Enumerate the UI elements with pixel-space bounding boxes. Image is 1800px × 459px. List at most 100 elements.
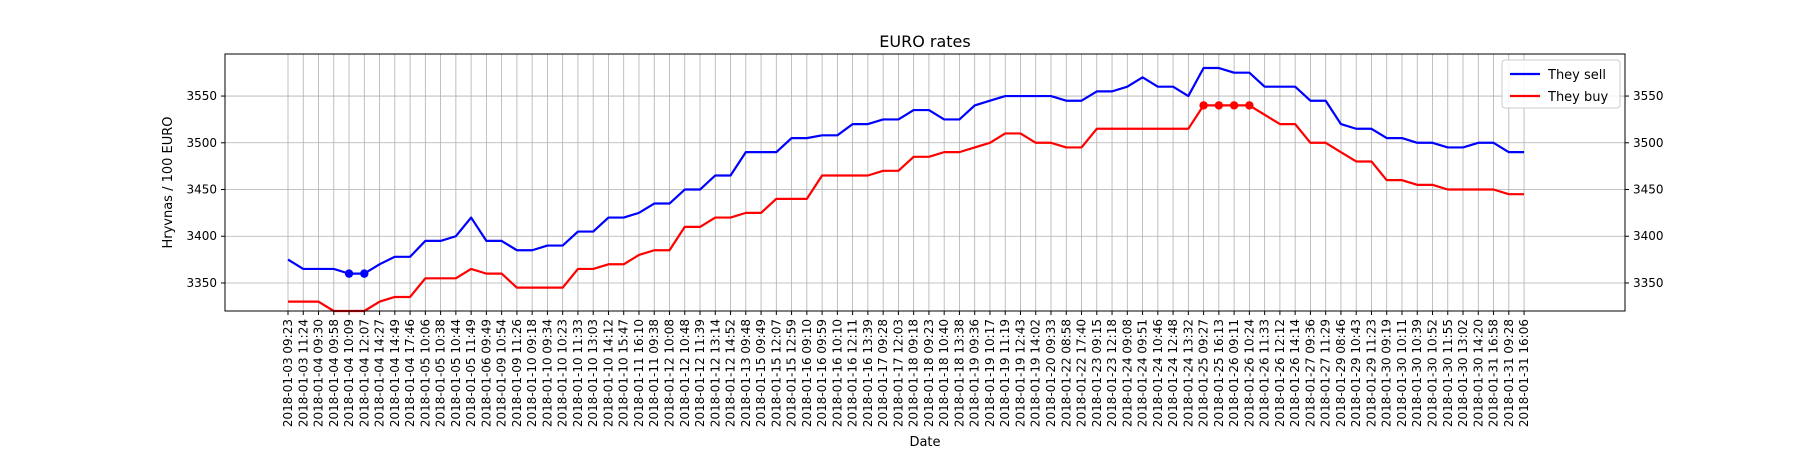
series-line-they-buy [288, 104, 1525, 313]
x-tick-label: 2018-01-30 14:20 [1471, 319, 1485, 427]
y-tick-label-left: 3400 [186, 229, 217, 243]
x-tick-label: 2018-01-09 11:26 [510, 319, 524, 427]
x-tick-label: 2018-01-15 12:07 [769, 319, 783, 427]
x-tick-label: 2018-01-03 11:24 [296, 319, 310, 427]
x-tick-label: 2018-01-30 13:02 [1456, 319, 1470, 427]
data-point-they-buy [1229, 101, 1239, 110]
x-tick-label: 2018-01-04 17:46 [403, 319, 417, 427]
x-tick-label: 2018-01-27 09:36 [1303, 319, 1317, 427]
x-tick-label: 2018-01-15 12:59 [785, 319, 799, 427]
x-tick-label: 2018-01-24 13:32 [1181, 319, 1195, 427]
x-tick-label: 2018-01-12 10:08 [663, 319, 677, 427]
x-tick-label: 2018-01-31 16:06 [1517, 319, 1531, 427]
x-tick-label: 2018-01-12 10:48 [678, 319, 692, 427]
x-tick-label: 2018-01-20 09:33 [1044, 319, 1058, 427]
x-tick-label: 2018-01-19 12:43 [1013, 319, 1027, 427]
x-tick-label: 2018-01-29 11:23 [1364, 319, 1378, 427]
x-tick-label: 2018-01-05 11:49 [464, 319, 478, 427]
x-tick-label: 2018-01-05 10:44 [449, 319, 463, 427]
x-tick-label: 2018-01-26 12:12 [1273, 319, 1287, 427]
x-tick-label: 2018-01-04 14:49 [388, 319, 402, 427]
x-tick-label: 2018-01-16 09:10 [800, 319, 814, 427]
y-tick-label-right: 3350 [1633, 276, 1664, 290]
x-tick-label: 2018-01-13 09:48 [739, 319, 753, 427]
x-tick-label: 2018-01-31 09:28 [1502, 319, 1516, 427]
x-axis-label: Date [909, 435, 940, 450]
x-tick-label: 2018-01-24 09:51 [1136, 319, 1150, 427]
x-tick-label: 2018-01-12 14:52 [724, 319, 738, 427]
series-line-they-sell [287, 66, 1525, 275]
x-tick-label: 2018-01-03 09:23 [281, 319, 295, 427]
x-tick-label: 2018-01-09 10:54 [495, 319, 509, 427]
x-tick-label: 2018-01-22 08:58 [1059, 319, 1073, 427]
x-tick-label: 2018-01-30 11:55 [1441, 319, 1455, 427]
y-tick-label-left: 3500 [186, 136, 217, 150]
x-tick-label: 2018-01-19 11:19 [998, 319, 1012, 427]
y-axis-label: Hryvnas / 100 EURO [161, 116, 176, 248]
y-tick-label-right: 3500 [1633, 136, 1664, 150]
y-axis-right-ticks: 3350 3400 3450 3500 3550 [1625, 89, 1664, 290]
x-tick-label: 2018-01-18 09:23 [922, 319, 936, 427]
data-point-they-sell [344, 269, 354, 278]
x-tick-label: 2018-01-17 09:28 [876, 319, 890, 427]
y-axis-left-ticks: 3350 3400 3450 3500 3550 [186, 89, 225, 290]
x-tick-label: 2018-01-30 09:19 [1380, 319, 1394, 427]
x-tick-label: 2018-01-31 16:58 [1487, 319, 1501, 427]
x-tick-label: 2018-01-26 09:11 [1227, 319, 1241, 427]
x-tick-label: 2018-01-18 10:40 [937, 319, 951, 427]
x-tick-label: 2018-01-04 10:09 [342, 319, 356, 427]
data-point-they-buy [1214, 101, 1224, 110]
x-tick-label: 2018-01-30 10:11 [1395, 319, 1409, 427]
x-tick-label: 2018-01-25 16:13 [1212, 319, 1226, 427]
legend-label-they-sell: They sell [1547, 68, 1606, 83]
x-axis-ticks: 2018-01-03 09:23 2018-01-03 11:24 2018-01-… [281, 311, 1531, 427]
x-tick-label: 2018-01-11 09:38 [647, 319, 661, 427]
x-tick-label: 2018-01-04 12:07 [357, 319, 371, 427]
x-tick-label: 2018-01-05 10:38 [434, 319, 448, 427]
x-tick-label: 2018-01-29 08:46 [1334, 319, 1348, 427]
x-tick-label: 2018-01-16 13:39 [861, 319, 875, 427]
x-tick-label: 2018-01-24 10:46 [1151, 319, 1165, 427]
y-tick-label-left: 3350 [186, 276, 217, 290]
x-tick-label: 2018-01-24 09:08 [1120, 319, 1134, 427]
data-point-they-buy [1245, 101, 1254, 110]
x-tick-label: 2018-01-27 11:29 [1319, 319, 1333, 427]
x-tick-label: 2018-01-16 10:10 [830, 319, 844, 427]
x-tick-label: 2018-01-16 12:11 [846, 319, 860, 427]
x-tick-label: 2018-01-25 09:27 [1197, 319, 1211, 427]
x-tick-label: 2018-01-04 14:27 [373, 319, 387, 427]
x-tick-label: 2018-01-29 10:43 [1349, 319, 1363, 427]
data-point-they-buy [1199, 101, 1208, 110]
x-tick-label: 2018-01-10 14:12 [601, 319, 615, 427]
x-tick-label: 2018-01-12 11:39 [693, 319, 707, 427]
x-tick-label: 2018-01-05 10:06 [418, 319, 432, 427]
series-markers [344, 101, 1254, 278]
series-lines [287, 66, 1525, 313]
x-tick-label: 2018-01-04 09:58 [327, 319, 341, 427]
x-tick-label: 2018-01-10 10:23 [556, 319, 570, 427]
x-tick-label: 2018-01-10 11:33 [571, 319, 585, 427]
x-tick-label: 2018-01-23 12:18 [1105, 319, 1119, 427]
x-tick-label: 2018-01-26 10:24 [1242, 319, 1256, 427]
x-tick-label: 2018-01-10 09:18 [525, 319, 539, 427]
data-point-they-sell [360, 269, 369, 278]
plot-frame [224, 53, 1626, 312]
x-tick-label: 2018-01-19 14:02 [1029, 319, 1043, 427]
x-tick-label: 2018-01-19 10:17 [983, 319, 997, 427]
x-tick-label: 2018-01-06 09:49 [479, 319, 493, 427]
x-tick-label: 2018-01-23 09:15 [1090, 319, 1104, 427]
legend-label-they-buy: They buy [1547, 90, 1608, 105]
x-tick-label: 2018-01-10 15:47 [617, 319, 631, 427]
x-tick-label: 2018-01-19 09:36 [968, 319, 982, 427]
x-tick-label: 2018-01-15 09:49 [754, 319, 768, 427]
x-tick-label: 2018-01-12 13:14 [708, 319, 722, 427]
y-tick-label-right: 3450 [1633, 183, 1664, 197]
x-tick-label: 2018-01-18 09:18 [907, 319, 921, 427]
x-tick-label: 2018-01-17 12:03 [891, 319, 905, 427]
y-tick-label-left: 3550 [186, 89, 217, 103]
x-tick-label: 2018-01-22 17:40 [1075, 319, 1089, 427]
x-tick-label: 2018-01-26 14:14 [1288, 319, 1302, 427]
x-tick-label: 2018-01-11 16:10 [632, 319, 646, 427]
